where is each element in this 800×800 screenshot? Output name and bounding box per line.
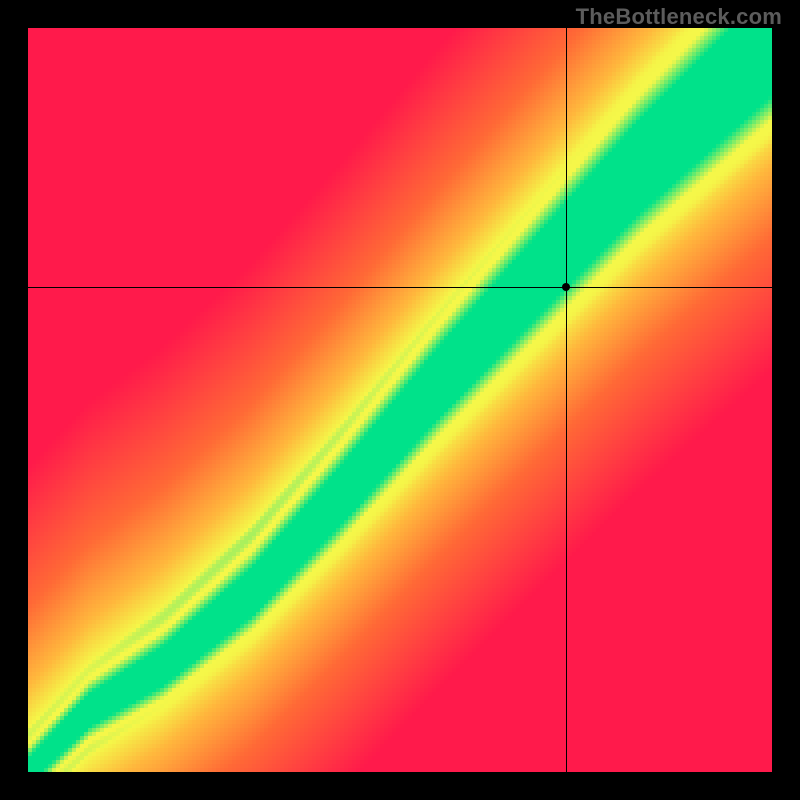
- heatmap-canvas: [28, 28, 772, 772]
- watermark-text: TheBottleneck.com: [576, 4, 782, 30]
- chart-container: TheBottleneck.com: [0, 0, 800, 800]
- crosshair-horizontal: [28, 287, 772, 288]
- plot-area: [28, 28, 772, 772]
- crosshair-vertical: [566, 28, 567, 772]
- crosshair-marker-dot: [562, 283, 570, 291]
